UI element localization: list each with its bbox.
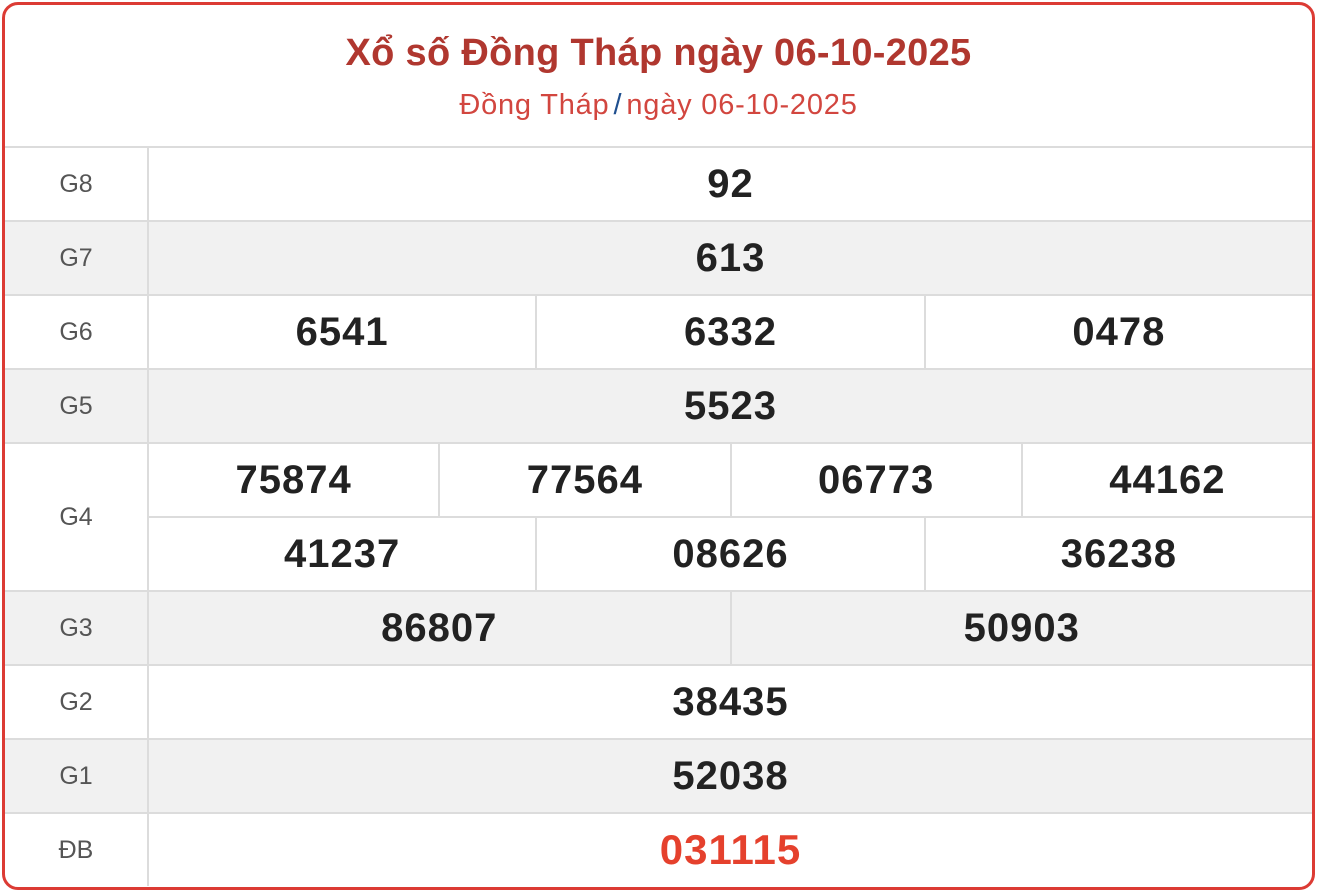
breadcrumb: Đồng Tháp / ngày 06-10-2025 [5, 89, 1312, 122]
prize-number: 52038 [672, 753, 789, 798]
prize-number: 613 [695, 235, 766, 280]
prize-number: 0478 [923, 296, 1312, 368]
breadcrumb-separator: / [613, 89, 623, 121]
prize-label: G5 [5, 370, 149, 442]
breadcrumb-province[interactable]: Đồng Tháp [459, 89, 610, 121]
prize-label: G1 [5, 740, 149, 812]
prize-values: 5523 [149, 370, 1312, 442]
special-prize-number: 031115 [659, 826, 802, 873]
prize-number: 06773 [729, 444, 1021, 516]
breadcrumb-date[interactable]: ngày 06-10-2025 [626, 89, 858, 121]
prize-number: 41237 [284, 531, 401, 576]
prize-label: ĐB [5, 814, 149, 886]
prize-label: G7 [5, 222, 149, 294]
prize-values: 6541 6332 0478 [149, 296, 1312, 368]
prize-line: 52038 [149, 740, 1312, 812]
prize-line: 86807 50903 [149, 592, 1312, 664]
prize-row: ĐB 031115 [5, 812, 1312, 886]
prize-values: 92 [149, 148, 1312, 220]
prize-number: 86807 [381, 605, 498, 650]
prize-label: G3 [5, 592, 149, 664]
prize-number: 75874 [235, 457, 352, 502]
results-table: G8 92 G7 613 G6 6541 6332 0478 G5 5523 G4 75874 7756… [5, 146, 1312, 886]
prize-line: 031115 [149, 814, 1312, 886]
prize-line: 92 [149, 148, 1312, 220]
prize-label: G8 [5, 148, 149, 220]
prize-number: 77564 [438, 444, 729, 516]
prize-row: G2 38435 [5, 664, 1312, 738]
prize-values: 52038 [149, 740, 1312, 812]
prize-values: 613 [149, 222, 1312, 294]
prize-row: G1 52038 [5, 738, 1312, 812]
prize-number: 36238 [923, 518, 1312, 590]
prize-number: 6332 [535, 296, 923, 368]
prize-number: 08626 [535, 518, 923, 590]
header: Xổ số Đồng Tháp ngày 06-10-2025 Đồng Thá… [5, 5, 1312, 146]
prize-row: G7 613 [5, 220, 1312, 294]
prize-line: 41237 08626 36238 [149, 516, 1312, 590]
prize-line: 75874 77564 06773 44162 [149, 444, 1312, 516]
prize-row: G8 92 [5, 146, 1312, 220]
prize-values: 75874 77564 06773 44162 41237 08626 36238 [149, 444, 1312, 590]
prize-number: 6541 [295, 309, 389, 354]
prize-number: 44162 [1020, 444, 1312, 516]
page-title: Xổ số Đồng Tháp ngày 06-10-2025 [345, 32, 972, 74]
prize-line: 5523 [149, 370, 1312, 442]
prize-row: G5 5523 [5, 368, 1312, 442]
prize-label: G2 [5, 666, 149, 738]
prize-values: 86807 50903 [149, 592, 1312, 664]
prize-line: 613 [149, 222, 1312, 294]
prize-row: G6 6541 6332 0478 [5, 294, 1312, 368]
prize-label: G4 [5, 444, 149, 590]
prize-row: G4 75874 77564 06773 44162 41237 08626 36238 [5, 442, 1312, 590]
prize-values: 38435 [149, 666, 1312, 738]
prize-number: 38435 [672, 679, 789, 724]
prize-number: 92 [707, 161, 754, 206]
prize-label: G6 [5, 296, 149, 368]
prize-values: 031115 [149, 814, 1312, 886]
prize-number: 50903 [729, 592, 1313, 664]
prize-line: 38435 [149, 666, 1312, 738]
prize-number: 5523 [684, 383, 777, 428]
prize-row: G3 86807 50903 [5, 590, 1312, 664]
prize-line: 6541 6332 0478 [149, 296, 1312, 368]
